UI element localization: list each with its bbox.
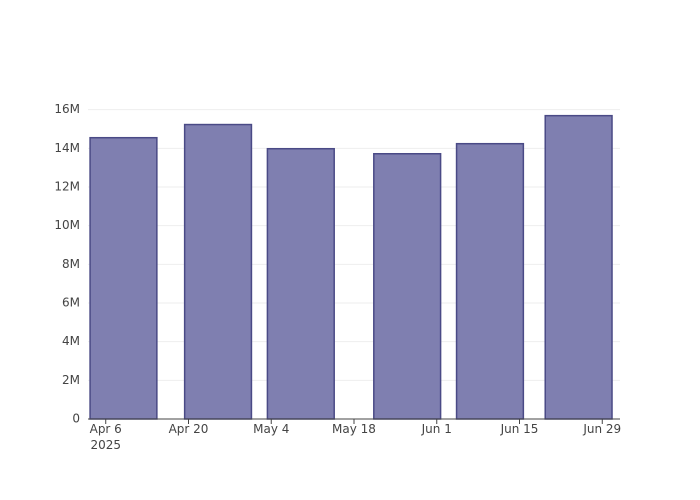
bar [183, 123, 253, 420]
x-tick-label-line: Jun 29 [582, 422, 621, 436]
x-tick-label-line: Apr 6 [90, 422, 122, 436]
y-tick-label: 10M [54, 218, 80, 232]
x-tick-label: Apr 6 2025 [90, 422, 122, 452]
y-tick-label: 6M [62, 296, 80, 310]
x-tick-label: Jun 15 [500, 422, 539, 436]
bar [455, 142, 525, 420]
x-tick-label-line: 2025 [90, 438, 121, 452]
y-tick-label: 16M [54, 102, 80, 116]
x-tick-label: Jun 29 [582, 422, 621, 436]
x-tick-label: May 18 [332, 422, 376, 436]
x-tick-label: Jun 1 [421, 422, 452, 436]
x-tick-label-line: May 18 [332, 422, 376, 436]
x-tick-label-line: May 4 [253, 422, 289, 436]
x-tick-label: Apr 20 [169, 422, 209, 436]
bar [89, 136, 158, 420]
y-tick-label: 4M [62, 334, 80, 348]
bar [266, 147, 335, 420]
x-tick-label: May 4 [253, 422, 289, 436]
x-tick-label-line: Jun 1 [421, 422, 452, 436]
x-tick-label-line: Jun 15 [500, 422, 539, 436]
x-tick-label-line: Apr 20 [169, 422, 209, 436]
y-tick-label: 14M [54, 141, 80, 155]
y-tick-label: 12M [54, 180, 80, 194]
y-tick-label: 8M [62, 257, 80, 271]
bar [373, 152, 442, 420]
y-tick-label: 0 [72, 412, 80, 426]
y-tick-label: 2M [62, 373, 80, 387]
bar [544, 114, 613, 420]
